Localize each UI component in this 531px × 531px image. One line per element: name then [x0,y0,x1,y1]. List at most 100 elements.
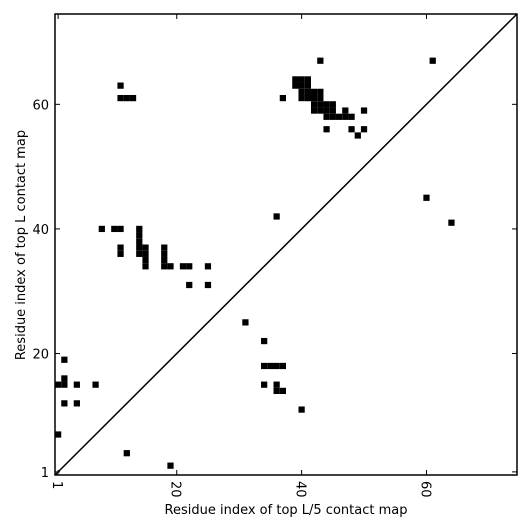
contact [273,381,280,388]
contact [273,387,280,395]
contact [298,76,305,83]
contact [136,232,143,239]
contact [298,406,305,413]
contact [142,263,149,270]
contact [117,244,124,251]
contact [161,244,168,251]
contact [273,213,280,220]
contact [329,101,336,108]
contact [136,225,143,233]
contact [279,94,286,102]
contact [142,256,149,264]
contact [335,113,343,120]
contact [310,107,318,114]
contact [161,256,168,264]
contact [117,250,124,257]
contact [167,263,174,270]
contact [242,319,249,326]
contact [123,94,130,102]
contact [298,94,305,102]
contact [317,107,324,114]
contact [423,194,430,201]
contact [73,381,80,388]
contact [142,244,149,251]
contact [61,400,68,407]
contact [429,57,436,64]
contact [129,94,137,102]
contact [292,82,299,89]
plot-frame [54,13,518,476]
contact [261,381,268,388]
contact [267,362,274,370]
contact [61,381,68,388]
x-tick-label: 60 [417,481,432,498]
contact [292,76,299,83]
contact [261,362,268,370]
contact [329,113,336,120]
contact [167,462,174,469]
contact [61,375,68,382]
x-axis-label: Residue index of top L/5 contact map [165,503,408,518]
diagonal [54,13,518,476]
contact [317,94,324,102]
contact [98,225,105,233]
y-tick-label: 60 [32,98,49,113]
contact [117,225,124,233]
contact [360,107,368,114]
contact [111,225,118,233]
contact [204,281,212,289]
x-tick-label: 1 [49,481,64,489]
y-tick-label: 20 [32,348,49,363]
contact [317,57,324,64]
y-axis-label: Residue index of top L contact map [14,130,29,360]
contact [279,387,286,395]
contact [273,362,280,370]
contact [298,88,305,95]
contact [55,431,62,438]
x-tick-label: 20 [168,481,183,498]
contact [323,126,330,133]
contact [342,113,349,120]
contact [354,132,361,139]
contact [261,337,268,345]
contact [360,126,368,133]
contact [348,113,355,120]
contact [73,400,80,407]
contact [136,250,143,257]
contact [448,219,455,226]
contact [123,450,130,457]
contact [55,381,62,388]
contact [61,356,68,363]
contact [304,94,311,102]
contact [186,281,193,289]
contact [310,101,318,108]
contact [342,107,349,114]
contact [310,88,318,95]
contact [317,101,324,108]
contact [204,263,212,270]
contact [136,238,143,245]
contact [142,250,149,257]
contact [186,263,193,270]
contact [323,113,330,120]
x-tick-label: 40 [293,481,308,498]
contact [304,82,311,89]
contact [310,94,318,102]
contact [179,263,187,270]
contact [136,244,143,251]
contact [348,126,355,133]
contact [304,76,311,83]
contact [317,88,324,95]
contact [161,250,168,257]
contact [92,381,99,388]
contact [323,101,330,108]
y-tick-label: 1 [41,466,49,481]
contact [329,107,336,114]
y-tick-label: 40 [32,223,49,238]
contact [323,107,330,114]
contact [298,82,305,89]
contact [117,94,124,102]
contact [161,263,168,270]
contact [304,88,311,95]
